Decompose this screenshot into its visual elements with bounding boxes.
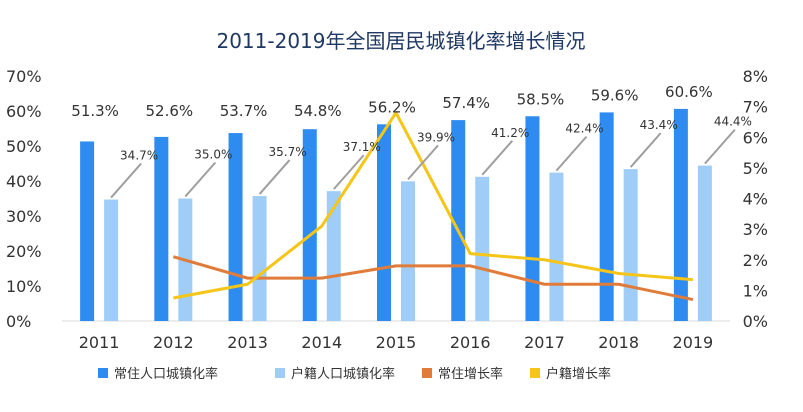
bar-household	[104, 199, 119, 321]
bar-resident	[154, 136, 169, 321]
legend-swatch	[422, 368, 432, 378]
leader-line	[704, 128, 736, 165]
lines-layer	[172, 111, 694, 302]
bar-household	[549, 172, 564, 321]
right-tick-label: 4%	[743, 190, 768, 209]
bar-household	[252, 196, 267, 321]
data-label-resident: 53.7%	[220, 102, 268, 120]
x-tick-label: 2013	[227, 333, 268, 352]
left-tick-label: 50%	[6, 137, 42, 156]
x-tick-label: 2018	[598, 333, 639, 352]
x-tick-label: 2014	[301, 333, 342, 352]
bar-household	[697, 165, 712, 321]
legend-label: 常住人口城镇化率	[114, 366, 218, 382]
right-tick-label: 7%	[743, 98, 768, 117]
right-axis: 0% 1% 2% 3% 4% 5% 6% 7% 8%	[743, 67, 768, 331]
data-label-household: 35.7%	[268, 145, 306, 159]
right-tick-label: 0%	[743, 312, 768, 331]
left-tick-label: 60%	[6, 102, 42, 121]
x-tick-label: 2019	[673, 333, 714, 352]
chart-title: 2011-2019年全国居民城镇化率增长情况	[216, 29, 585, 53]
data-label-household: 34.7%	[120, 149, 158, 163]
bar-resident	[302, 129, 317, 321]
leader-line	[110, 162, 142, 199]
leader-line	[555, 135, 588, 172]
bar-resident	[599, 112, 614, 322]
data-label-household: 43.4%	[640, 118, 678, 132]
legend-label: 户籍人口城镇化率	[291, 366, 395, 382]
data-label-household: 37.1%	[343, 140, 381, 154]
bar-household	[623, 169, 638, 321]
legend: 常住人口城镇化率 户籍人口城镇化率 常住增长率 户籍增长率	[98, 366, 611, 382]
data-label-resident: 60.6%	[665, 83, 713, 101]
data-label-household: 42.4%	[565, 122, 603, 136]
bar-resident	[377, 124, 391, 321]
data-label-household: 44.4%	[714, 115, 752, 129]
bar-household	[475, 176, 490, 321]
left-tick-label: 20%	[6, 242, 42, 261]
x-tick-label: 2011	[79, 333, 120, 352]
left-tick-label: 10%	[6, 277, 42, 296]
data-label-household: 41.2%	[491, 126, 529, 140]
data-label-resident: 56.2%	[368, 98, 416, 116]
leader-line	[481, 140, 513, 176]
data-labels-layer: 51.3% 52.6% 53.7% 54.8% 56.2% 57.4% 58.5% 59.6%…	[71, 83, 752, 199]
leader-line	[184, 161, 217, 198]
data-label-household: 39.9%	[417, 130, 455, 144]
right-tick-label: 2%	[743, 251, 768, 270]
bar-resident	[525, 116, 540, 321]
bar-resident	[451, 120, 466, 321]
x-tick-label: 2016	[450, 333, 491, 352]
data-label-resident: 58.5%	[517, 90, 565, 108]
legend-label: 常住增长率	[438, 366, 503, 382]
x-tick-label: 2017	[524, 333, 565, 352]
bar-household	[401, 181, 415, 321]
right-tick-label: 3%	[743, 220, 768, 239]
x-tick-label: 2012	[153, 333, 194, 352]
data-label-resident: 59.6%	[591, 86, 639, 104]
data-label-resident: 57.4%	[442, 94, 490, 112]
right-tick-label: 6%	[743, 128, 768, 147]
left-tick-label: 40%	[6, 172, 42, 191]
legend-label: 户籍增长率	[546, 366, 611, 382]
leader-line	[258, 159, 291, 195]
legend-swatch	[530, 368, 540, 378]
data-label-resident: 54.8%	[294, 102, 342, 120]
bar-resident	[80, 141, 95, 321]
x-tick-label: 2015	[376, 333, 417, 352]
right-tick-label: 5%	[743, 159, 768, 178]
legend-swatch	[98, 368, 108, 378]
leader-line	[407, 144, 439, 181]
left-tick-label: 0%	[6, 312, 31, 331]
leader-line	[629, 132, 662, 168]
left-tick-label: 30%	[6, 207, 42, 226]
line-household-growth	[173, 111, 694, 300]
x-axis: 2011 2012 2013 2014 2015 2016 2017 2018 2019	[62, 320, 730, 352]
data-label-resident: 51.3%	[71, 102, 119, 120]
legend-swatch	[275, 368, 285, 378]
right-tick-label: 1%	[743, 281, 768, 300]
line-resident-growth	[172, 255, 694, 302]
data-label-household: 35.0%	[194, 148, 232, 162]
bar-household	[326, 191, 341, 321]
leader-line	[333, 154, 365, 190]
left-axis: 0% 10% 20% 30% 40% 50% 60% 70%	[6, 67, 42, 331]
data-label-resident: 52.6%	[146, 102, 194, 120]
bar-resident	[673, 108, 688, 322]
right-tick-label: 8%	[743, 67, 768, 86]
left-tick-label: 70%	[6, 67, 42, 86]
